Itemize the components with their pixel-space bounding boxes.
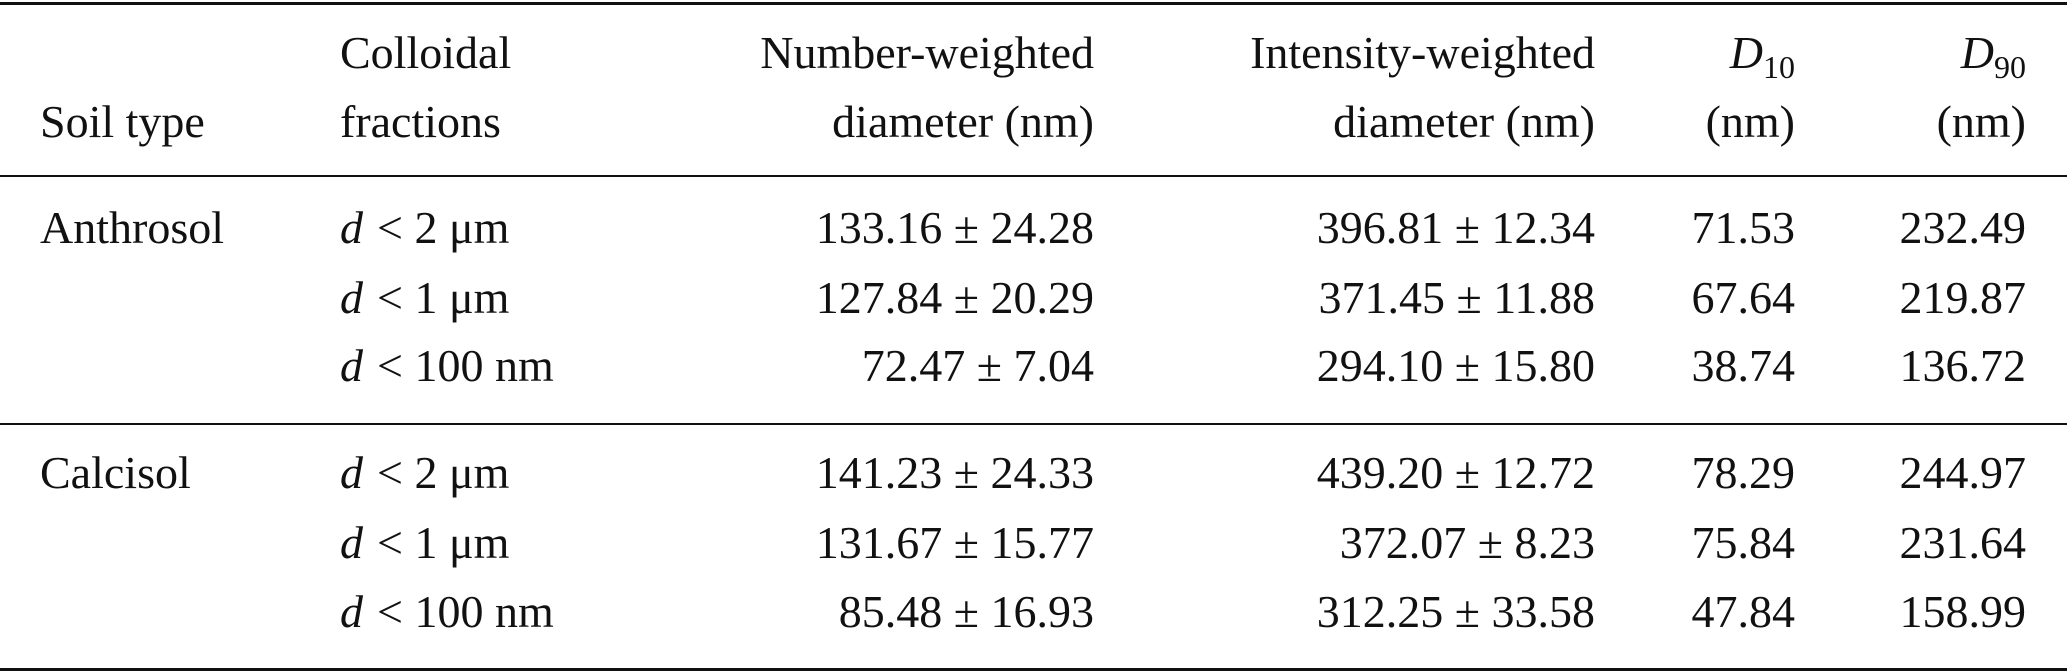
value-cell: 231.64 — [1899, 517, 2027, 568]
value-cell: 75.84 — [1691, 517, 1796, 568]
value-cell: 72.47 ± 7.04 — [861, 340, 1094, 391]
fraction-symbol: d — [340, 340, 363, 391]
header-subscript: 10 — [1763, 49, 1795, 85]
fraction-symbol: d — [340, 517, 363, 568]
header-cell: Soil type — [40, 96, 205, 147]
fraction-bound: < 100 nm — [377, 586, 554, 637]
value-cell: 396.81 ± 12.34 — [1316, 202, 1595, 253]
value-cell: 158.99 — [1899, 586, 2027, 637]
fraction-cell: d < 100 nm — [340, 343, 554, 389]
top-rule — [0, 2, 2067, 5]
header-cell: fractions — [340, 96, 501, 147]
value-cell: 371.45 ± 11.88 — [1318, 272, 1595, 323]
fraction-symbol: d — [340, 447, 363, 498]
header-cell: Intensity-weighted — [1250, 27, 1595, 78]
fraction-bound: < 1 μm — [377, 517, 510, 568]
fraction-cell: d < 2 μm — [340, 205, 509, 251]
fraction-bound: < 2 μm — [377, 447, 510, 498]
value-cell: 38.74 — [1691, 340, 1796, 391]
fraction-cell: d < 1 μm — [340, 520, 509, 566]
value-cell: 232.49 — [1899, 202, 2027, 253]
header-subscript: 90 — [1994, 49, 2026, 85]
fraction-cell: d < 1 μm — [340, 275, 509, 321]
fraction-bound: < 100 nm — [377, 340, 554, 391]
header-symbol: D — [1729, 27, 1763, 78]
soil-type: Anthrosol — [40, 202, 224, 253]
value-cell: 372.07 ± 8.23 — [1339, 517, 1595, 568]
header-symbol: D — [1960, 27, 1994, 78]
header-cell: (nm) — [1705, 96, 1795, 147]
header-cell: diameter (nm) — [1333, 96, 1595, 147]
value-cell: 47.84 — [1691, 586, 1796, 637]
fraction-symbol: d — [340, 272, 363, 323]
fraction-bound: < 1 μm — [377, 272, 510, 323]
value-cell: 78.29 — [1691, 447, 1796, 498]
group-rule — [0, 423, 2067, 425]
value-cell: 85.48 ± 16.93 — [838, 586, 1094, 637]
value-cell: 294.10 ± 15.80 — [1316, 340, 1595, 391]
value-cell: 141.23 ± 24.33 — [815, 447, 1094, 498]
header-cell: Number-weighted — [760, 27, 1094, 78]
value-cell: 244.97 — [1899, 447, 2027, 498]
header-cell: (nm) — [1936, 96, 2026, 147]
header-rule — [0, 175, 2067, 177]
fraction-cell: d < 100 nm — [340, 589, 554, 635]
value-cell: 131.67 ± 15.77 — [815, 517, 1094, 568]
fraction-cell: d < 2 μm — [340, 450, 509, 496]
value-cell: 136.72 — [1899, 340, 2027, 391]
fraction-symbol: d — [340, 586, 363, 637]
value-cell: 439.20 ± 12.72 — [1316, 447, 1595, 498]
bottom-rule — [0, 668, 2067, 671]
header-cell: D90 — [1960, 27, 2026, 84]
header-cell: Colloidal — [340, 27, 512, 78]
value-cell: 133.16 ± 24.28 — [815, 202, 1094, 253]
header-cell: diameter (nm) — [832, 96, 1094, 147]
soil-type: Calcisol — [40, 447, 191, 498]
value-cell: 71.53 — [1691, 202, 1796, 253]
value-cell: 312.25 ± 33.58 — [1316, 586, 1595, 637]
fraction-bound: < 2 μm — [377, 202, 510, 253]
value-cell: 67.64 — [1691, 272, 1796, 323]
fraction-symbol: d — [340, 202, 363, 253]
value-cell: 127.84 ± 20.29 — [815, 272, 1094, 323]
header-cell: D10 — [1729, 27, 1795, 84]
value-cell: 219.87 — [1899, 272, 2027, 323]
